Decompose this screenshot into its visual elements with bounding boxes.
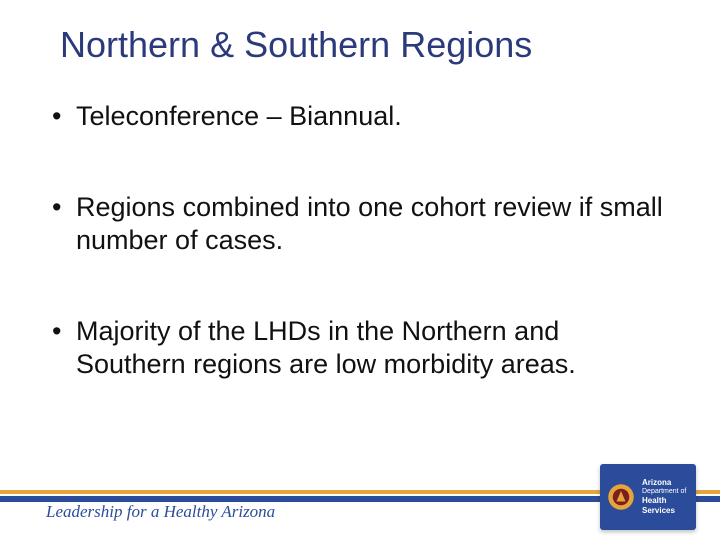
bullet-item: Regions combined into one cohort review …: [48, 191, 672, 257]
slide-body: Teleconference – Biannual. Regions combi…: [48, 100, 672, 439]
logo-line3: Health Services: [642, 496, 690, 515]
bullet-item: Majority of the LHDs in the Northern and…: [48, 315, 672, 381]
dept-logo: Arizona Department of Health Services: [600, 464, 696, 530]
bullet-text: Teleconference – Biannual.: [76, 101, 402, 131]
seal-icon: [606, 482, 636, 512]
footer-tagline: Leadership for a Healthy Arizona: [46, 502, 275, 522]
bullet-text: Majority of the LHDs in the Northern and…: [76, 316, 576, 379]
slide-title: Northern & Southern Regions: [60, 24, 680, 66]
logo-line2: Department of: [642, 488, 690, 496]
logo-text: Arizona Department of Health Services: [642, 478, 690, 515]
bullet-list: Teleconference – Biannual. Regions combi…: [48, 100, 672, 381]
bullet-text: Regions combined into one cohort review …: [76, 192, 663, 255]
slide: Northern & Southern Regions Teleconferen…: [0, 0, 720, 540]
footer: Leadership for a Healthy Arizona Arizona…: [0, 454, 720, 540]
bullet-item: Teleconference – Biannual.: [48, 100, 672, 133]
logo-line1: Arizona: [642, 478, 690, 488]
